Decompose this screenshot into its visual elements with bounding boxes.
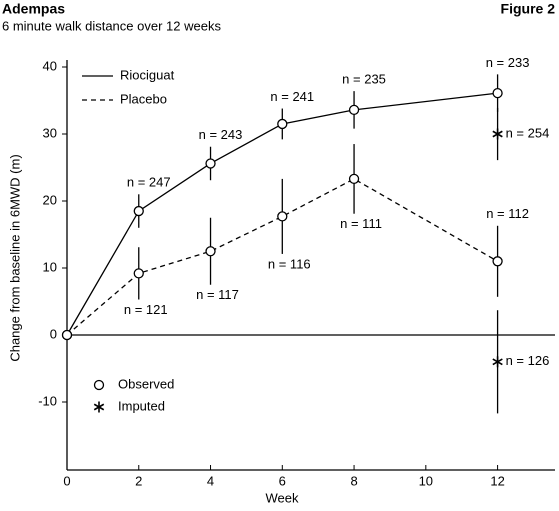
y-tick-label: 0 xyxy=(50,326,57,341)
observed-point xyxy=(277,211,288,222)
series-line xyxy=(66,92,498,336)
legend-label: Placebo xyxy=(120,91,167,106)
y-tick-label: 10 xyxy=(43,259,57,274)
x-tick-label: 2 xyxy=(135,473,142,488)
y-axis-label: Change from baseline in 6MWD (m) xyxy=(7,154,22,361)
x-tick-label: 12 xyxy=(490,473,504,488)
observed-point xyxy=(492,256,503,267)
legend-observed-marker xyxy=(93,379,105,391)
n-label: n = 112 xyxy=(486,206,529,221)
y-tick-label: 40 xyxy=(43,58,57,73)
n-label: n = 235 xyxy=(342,72,386,87)
imputed-n-label: n = 254 xyxy=(506,125,550,140)
n-label: n = 121 xyxy=(124,302,168,317)
observed-point xyxy=(205,158,216,169)
star-stroke xyxy=(492,130,503,138)
observed-point xyxy=(348,104,360,116)
star-stroke xyxy=(492,358,503,366)
chart-subtitle: 6 minute walk distance over 12 weeks xyxy=(2,18,221,33)
observed-point xyxy=(61,329,73,341)
observed-point xyxy=(277,118,288,130)
y-tick-label: 20 xyxy=(43,192,57,207)
n-label: n = 243 xyxy=(199,127,243,142)
observed-point xyxy=(348,173,360,185)
imputed-point xyxy=(492,356,503,368)
legend-label: Imputed xyxy=(118,398,165,413)
y-tick-label: -10 xyxy=(38,393,57,408)
observed-point xyxy=(492,87,503,99)
series-line xyxy=(66,178,498,336)
observed-point xyxy=(133,205,144,217)
legend-imputed-marker xyxy=(93,401,105,413)
legend-label: Observed xyxy=(118,376,174,391)
legend-label: Riociguat xyxy=(120,67,175,82)
n-label: n = 111 xyxy=(340,216,382,231)
x-tick-label: 8 xyxy=(350,473,357,488)
n-label: n = 241 xyxy=(270,89,314,104)
imputed-n-label: n = 126 xyxy=(506,353,550,368)
x-tick-label: 4 xyxy=(207,473,214,488)
n-label: n = 247 xyxy=(127,175,171,190)
x-tick-label: 10 xyxy=(419,473,433,488)
x-tick-label: 0 xyxy=(63,473,70,488)
y-tick-label: 30 xyxy=(43,125,57,140)
star-stroke xyxy=(93,403,105,411)
figure-label: Figure 2 xyxy=(501,1,556,17)
n-label: n = 116 xyxy=(268,256,311,271)
imputed-point xyxy=(492,128,503,140)
x-tick-label: 6 xyxy=(279,473,286,488)
observed-point xyxy=(205,246,216,257)
chart-title: Adempas xyxy=(2,1,65,17)
observed-point xyxy=(133,268,144,279)
x-axis-label: Week xyxy=(266,490,299,505)
n-label: n = 233 xyxy=(486,55,530,70)
n-label: n = 117 xyxy=(196,287,239,302)
